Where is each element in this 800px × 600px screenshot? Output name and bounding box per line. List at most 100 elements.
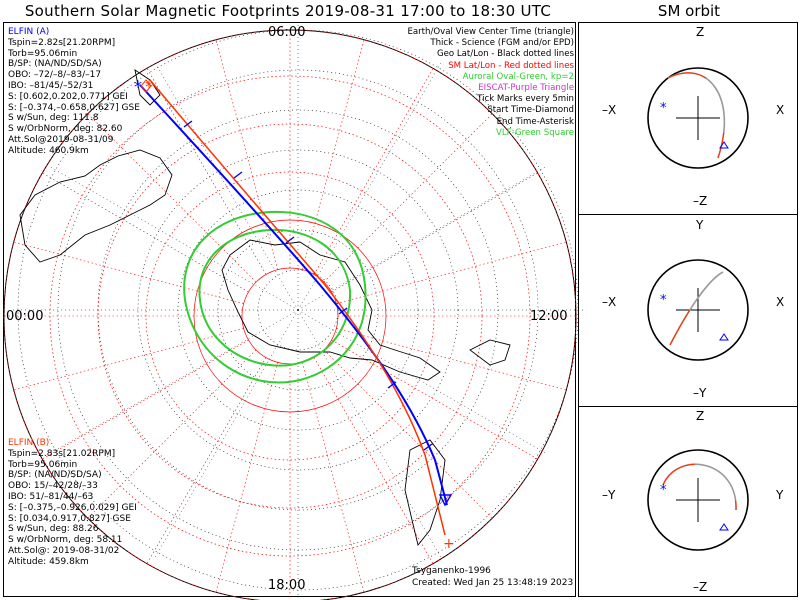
- hour-label-top: 06:00: [268, 25, 306, 40]
- orbit-start-asterisk: *: [660, 483, 667, 498]
- legend-item: Thick - Science (FGM and/or EPD): [430, 38, 574, 49]
- orbit-view-triangle: [719, 523, 729, 531]
- sm-grid: [3, 29, 577, 600]
- antarctica-coast: [221, 239, 441, 381]
- elfin-a-line: S: [–0.374,–0.658,0.627] GSE: [8, 102, 140, 113]
- sm-meridian: [302, 39, 365, 270]
- legend-item: EISCAT-Purple Triangle: [478, 83, 574, 94]
- elfin-b-line: S: [0.034,0.917,0.827] GSE: [8, 513, 131, 524]
- elfin-a-view-triangle: [438, 494, 453, 507]
- legend-item: Geo Lat/Lon - Black dotted lines: [436, 49, 574, 60]
- polar-map: * * +: [3, 24, 584, 600]
- elfin-a-line: Tspin=2.82s[21.20RPM]: [8, 37, 116, 48]
- earth-circle: [647, 67, 749, 169]
- elfin-b-orbit: [667, 72, 725, 159]
- elfin-a-line: OBO: –72/–8/–83/–17: [8, 70, 102, 81]
- elfin-a-tick: [387, 381, 397, 389]
- orbit-start-asterisk: *: [660, 293, 667, 308]
- elfin-a-line: S w/OrbNorm, deg: 82.60: [8, 124, 123, 135]
- sm-meridian: [13, 241, 244, 304]
- panel2-right-label: X: [776, 295, 785, 309]
- legend-item: Auroral Oval-Green, kp=2: [462, 71, 574, 82]
- elfin-b-line: IBO: 51/–81/44/–63: [8, 491, 94, 502]
- orbit-view-triangle: [719, 141, 729, 149]
- orbit-start-asterisk: *: [660, 101, 667, 116]
- panel2-top-label: Y: [696, 218, 704, 232]
- coastlines: [19, 69, 511, 546]
- model-label: Tsyganenko-1996: [412, 566, 491, 576]
- elfin-b-start-asterisk: *: [145, 77, 153, 96]
- legend-item: End Time-Asterisk: [496, 116, 574, 127]
- created-label: Created: Wed Jan 25 13:48:19 2023: [412, 578, 574, 588]
- elfin-b-heading: ELFIN (B): [8, 438, 50, 448]
- legend-item: SM Lat/Lon - Red dotted lines: [448, 60, 574, 71]
- elfin-b-info: ELFIN (B) Tspin=2.83s[21.02RPM] Torb=95.…: [8, 438, 137, 568]
- orbit-view-triangle: [719, 333, 729, 341]
- elfin-a-tick: [233, 171, 243, 179]
- panel3-bottom-label: –Z: [693, 580, 708, 594]
- auroral-oval-outer: [183, 210, 367, 384]
- sm-orbit-panels: * * *: [647, 67, 749, 551]
- legend-item: VLF-Green Square: [495, 127, 574, 138]
- south-america-coast: [404, 439, 446, 546]
- elfin-a-tick: [285, 236, 295, 244]
- sm-meridian: [302, 362, 365, 593]
- australia-coast: [19, 149, 173, 263]
- elfin-b-line: Torb=95.06min: [8, 459, 78, 470]
- sm-latitude-circle: [3, 29, 577, 600]
- orbit-path: [669, 271, 724, 346]
- elfin-b-line: S: [–0.375,–0.926,0.029] GEI: [8, 502, 137, 513]
- elfin-a-line: IBO: –81/45/–52/31: [8, 80, 94, 91]
- earth-circle: [647, 259, 749, 361]
- island-coast: [469, 339, 511, 366]
- auroral-oval-inner: [198, 228, 352, 367]
- sm-meridian: [215, 362, 278, 593]
- legend-item: Earth/Oval View Center Time (triangle): [407, 27, 574, 37]
- hour-label-bottom: 18:00: [268, 578, 306, 593]
- elfin-b-line: Att.Sol@: 2019-08-31/02: [8, 545, 120, 556]
- footprint-tracks: * * +: [134, 77, 455, 552]
- elfin-a-tick: [338, 307, 348, 315]
- elfin-a-tick: [423, 443, 433, 451]
- panel1-bottom-label: –Z: [693, 194, 708, 208]
- elfin-a-tick: [183, 120, 193, 128]
- panel3-left-label: –Y: [602, 488, 616, 502]
- geo-meridian: [297, 166, 546, 311]
- geo-meridian: [50, 166, 299, 311]
- hour-label-left: 00:00: [6, 309, 44, 324]
- panel3-right-label: Y: [776, 488, 784, 502]
- elfin-b-line: OBO: 15/–42/28/–33: [8, 481, 98, 492]
- elfin-a-start-asterisk: *: [134, 77, 142, 96]
- sm-meridian: [336, 328, 567, 391]
- panel1-right-label: X: [776, 103, 785, 117]
- sm-meridian: [336, 241, 567, 304]
- legend-item: Start Time-Diamond: [487, 105, 574, 116]
- elfin-b-line: S w/OrbNorm, deg: 58.11: [8, 535, 123, 546]
- panel1-left-label: –X: [602, 103, 617, 117]
- sm-meridian: [215, 39, 278, 270]
- elfin-a-line: Att.Sol@2019-08-31/09: [8, 134, 114, 145]
- sm-meridian: [323, 349, 493, 519]
- elfin-a-line: Torb=95.06min: [8, 48, 78, 59]
- panel1-top-label: Z: [696, 25, 705, 39]
- elfin-a-info: ELFIN (A) Tspin=2.82s[21.20RPM] Torb=95.…: [8, 27, 140, 157]
- earth-circle: [647, 449, 749, 551]
- elfin-b-track: [149, 79, 446, 536]
- hour-label-right: 12:00: [530, 309, 568, 324]
- legend-item: Tick Marks every 5min: [477, 94, 574, 105]
- elfin-a-line: S w/Sun, deg: 111.8: [8, 113, 99, 124]
- geo-meridian: [154, 62, 299, 311]
- elfin-b-end-marker: +: [443, 536, 455, 552]
- elfin-b-line: Tspin=2.83s[21.02RPM]: [8, 448, 116, 459]
- elfin-b-orbit: [669, 271, 724, 346]
- sm-frame: [578, 22, 798, 597]
- elfin-a-track: [139, 84, 448, 506]
- auroral-oval: [183, 210, 367, 384]
- elfin-b-line: B/SP: (NA/ND/SD/SA): [8, 470, 102, 481]
- elfin-a-line: Altitude: 460.9km: [8, 145, 89, 156]
- panel2-bottom-label: –Y: [693, 386, 707, 400]
- plot-title: Southern Solar Magnetic Footprints 2019-…: [24, 2, 552, 20]
- elfin-a-line: B/SP: (NA/ND/SD/SA): [8, 59, 102, 70]
- elfin-a-heading: ELFIN (A): [8, 27, 50, 37]
- elfin-b-start-diamond: [140, 79, 152, 93]
